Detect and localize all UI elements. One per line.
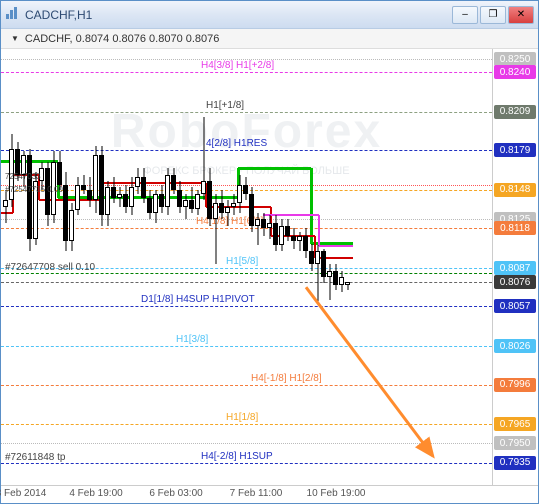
level-line <box>1 463 492 464</box>
order-label: #72611848 tp <box>5 452 65 463</box>
level-line <box>1 385 492 386</box>
price-tick: 0.7965 <box>494 417 536 431</box>
close-button[interactable]: ✕ <box>508 6 534 24</box>
price-tick: 0.7935 <box>494 456 536 470</box>
order-label: #72647708 sell 0.10 <box>5 262 95 273</box>
time-axis: 3 Feb 2014 4 Feb 19:00 6 Feb 03:00 7 Feb 11… <box>1 485 538 503</box>
level-label: H1[1/8] <box>226 412 258 423</box>
indicator-segment <box>319 245 353 247</box>
symbol-text: CADCHF, 0.8074 0.8076 0.8070 0.8076 <box>25 33 219 45</box>
price-tick: 0.8087 <box>494 261 536 275</box>
indicator-segment <box>263 214 319 216</box>
window-controls: – ❐ ✕ <box>452 6 534 24</box>
level-label: H1[5/8] <box>226 256 258 267</box>
level-line <box>1 150 492 151</box>
price-tick: 0.8240 <box>494 65 536 79</box>
level-label: H1[3/8] <box>176 334 208 345</box>
indicator-segment <box>101 182 206 184</box>
indicator-segment <box>318 215 320 246</box>
level-line <box>1 228 492 229</box>
indicator-segment <box>238 167 311 170</box>
price-tick: 0.8026 <box>494 339 536 353</box>
time-tick: 10 Feb 19:00 <box>307 488 366 499</box>
level-line <box>1 282 492 283</box>
level-line <box>1 306 492 307</box>
price-tick: 0.8209 <box>494 105 536 119</box>
level-label: H4[-1/8] H1[2/8] <box>251 373 322 384</box>
chevron-down-icon: ▼ <box>11 34 19 43</box>
level-label: D1[1/8] H4SUP H1PIVOT <box>141 294 255 305</box>
level-label: H4[-2/8] H1SUP <box>201 451 273 462</box>
window-title: CADCHF,H1 <box>25 8 452 22</box>
price-tick: 0.8076 <box>494 275 536 289</box>
price-tick: 0.8118 <box>494 221 536 235</box>
indicator-segment <box>310 168 313 244</box>
level-label: H1[+1/8] <box>206 100 244 111</box>
chart-plot[interactable]: RoboForex ФОРЕКС БРОКЕР · ПОЛУЧАЙ БОЛЬШЕ… <box>1 49 492 485</box>
price-tick: 0.8148 <box>494 183 536 197</box>
level-label: 4[2/8] H1RES <box>206 138 267 149</box>
price-tick: 0.7996 <box>494 378 536 392</box>
time-tick: 3 Feb 2014 <box>0 488 46 499</box>
indicator-segment <box>270 207 272 236</box>
level-line <box>1 112 492 113</box>
time-tick: 4 Feb 19:00 <box>69 488 122 499</box>
order-label: #72547735 0.00 <box>5 185 63 194</box>
price-axis: 0.82500.82400.82090.81790.81480.81250.81… <box>492 49 538 485</box>
level-line <box>1 443 492 444</box>
price-tick: 0.8057 <box>494 299 536 313</box>
price-tick: 0.7950 <box>494 436 536 450</box>
chart-area[interactable]: RoboForex ФОРЕКС БРОКЕР · ПОЛУЧАЙ БОЛЬШЕ… <box>1 49 538 485</box>
chart-icon <box>5 6 19 23</box>
minimize-button[interactable]: – <box>452 6 478 24</box>
chart-window: CADCHF,H1 – ❐ ✕ ▼ CADCHF, 0.8074 0.8076 … <box>0 0 539 504</box>
symbol-bar[interactable]: ▼ CADCHF, 0.8074 0.8076 0.8070 0.8076 <box>1 29 538 49</box>
axis-corner <box>492 486 538 503</box>
order-label: 72547033 <box>5 172 41 181</box>
level-line <box>1 346 492 347</box>
price-tick: 0.8179 <box>494 143 536 157</box>
maximize-button[interactable]: ❐ <box>480 6 506 24</box>
level-label: H4[3/8] H1[+2/8] <box>201 60 274 71</box>
level-line <box>1 273 492 274</box>
title-bar[interactable]: CADCHF,H1 – ❐ ✕ <box>1 1 538 29</box>
level-line <box>1 424 492 425</box>
level-line <box>1 72 492 73</box>
time-tick: 7 Feb 11:00 <box>230 488 283 499</box>
time-labels: 3 Feb 2014 4 Feb 19:00 6 Feb 03:00 7 Feb 11… <box>1 486 492 503</box>
time-tick: 6 Feb 03:00 <box>149 488 202 499</box>
